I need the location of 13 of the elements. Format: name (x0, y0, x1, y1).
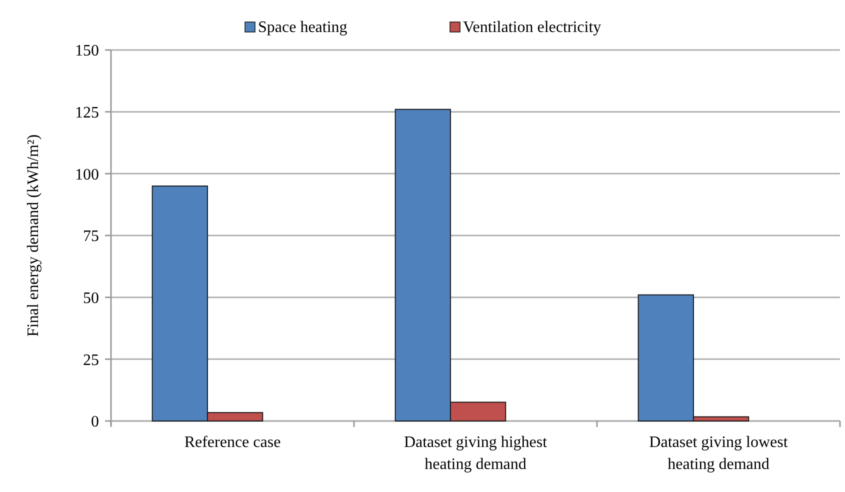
legend-label: Space heating (258, 19, 348, 36)
x-tick-label: Reference case (184, 434, 281, 451)
y-tick-label: 150 (75, 42, 99, 60)
x-tick-label: Dataset giving highest heating demand (404, 434, 548, 473)
x-tick-label: Dataset giving lowest heating demand (649, 434, 788, 473)
y-tick-label: 125 (75, 104, 99, 122)
legend-label: Ventilation electricity (463, 19, 602, 36)
y-tick-label: 75 (83, 228, 99, 246)
y-tick-label: 25 (83, 352, 99, 369)
y-tick-label: 0 (91, 414, 99, 431)
y-tick-label: 100 (75, 166, 99, 184)
y-axis-title: Final energy demand (kWh/m²) (25, 134, 42, 337)
y-tick-label: 50 (83, 290, 99, 307)
